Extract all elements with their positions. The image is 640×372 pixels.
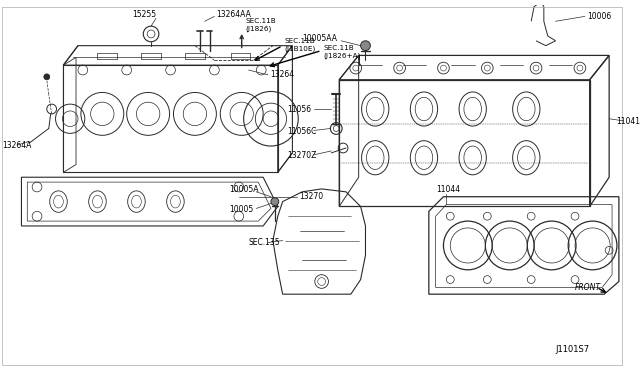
Circle shape (271, 198, 279, 205)
Text: (J1826+A): (J1826+A) (324, 52, 361, 59)
Text: FRONT: FRONT (575, 283, 601, 292)
Text: 11044: 11044 (436, 185, 461, 195)
Text: SEC.11B: SEC.11B (246, 18, 276, 24)
Text: 10006: 10006 (587, 12, 611, 21)
Text: 10005: 10005 (229, 205, 253, 214)
Text: 13264A: 13264A (2, 141, 31, 150)
Text: 13264: 13264 (270, 70, 294, 79)
Text: SEC.11B: SEC.11B (324, 45, 355, 51)
Text: 13264AA: 13264AA (216, 10, 252, 19)
Text: 11056C: 11056C (287, 127, 317, 136)
Circle shape (44, 74, 50, 80)
Circle shape (360, 41, 371, 51)
Text: 13270Z: 13270Z (287, 151, 317, 160)
Text: 10005AA: 10005AA (302, 34, 337, 43)
Text: (J1826): (J1826) (246, 26, 272, 32)
Text: 13270: 13270 (300, 192, 323, 201)
Text: 10005A: 10005A (229, 185, 259, 195)
Text: SEC.11B: SEC.11B (285, 38, 316, 44)
Text: J1101S7: J1101S7 (556, 345, 589, 354)
Text: 11041: 11041 (616, 117, 640, 126)
Text: 15255: 15255 (132, 10, 156, 19)
Text: (J1B10E): (J1B10E) (285, 45, 316, 52)
Text: SEC.135: SEC.135 (248, 238, 280, 247)
Text: 11056: 11056 (287, 105, 312, 113)
